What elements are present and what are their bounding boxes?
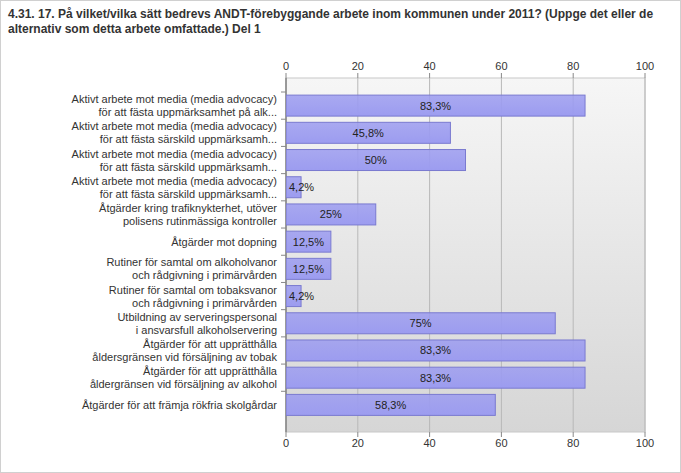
frame [1,1,681,473]
data-label: 12,5% [293,236,324,248]
category-tick [281,282,286,283]
category-label: Aktivt arbete mot media (media advocacy)… [72,148,277,173]
category-label-line: för att fästa särskild uppmärksamh... [100,188,277,200]
bars [286,95,585,415]
category-label: Rutiner för samtal om alkoholvanoroch rå… [106,256,277,281]
category-tick [281,336,286,337]
tick-label: 40 [423,437,435,449]
category-label-line: Utbildning av serveringspersonal [117,311,277,323]
tick-label: 0 [283,437,289,449]
tick-label: 20 [352,437,364,449]
category-label: Aktivt arbete mot media (media advocacy)… [72,93,277,118]
bar [286,150,466,171]
category-tick [281,255,286,256]
tick-label: 100 [636,437,654,449]
category-label-line: Aktivt arbete mot media (media advocacy) [72,175,277,187]
category-label: Åtgärder för att upprätthållaåldergränse… [90,365,278,390]
category-label-line: Åtgärder mot dopning [171,236,277,248]
category-label-line: för att fästa särskild uppmärksamh... [100,161,277,173]
category-label-line: polisens rutinmässiga kontroller [123,215,277,227]
category-label: Åtgärder för att upprätthållaåldersgräns… [92,338,278,363]
category-label-line: i ansvarsfull alkoholservering [136,324,277,336]
bar [286,394,495,415]
data-label: 83,3% [420,372,451,384]
data-label: 83,3% [420,100,451,112]
category-label-line: åldersgränsen vid försäljning av tobak [92,351,277,363]
tick-label: 20 [352,60,364,72]
grid-line [645,78,646,432]
plot-area [286,78,645,432]
category-label: Aktivt arbete mot media (media advocacy)… [72,175,277,200]
category-label: Utbildning av serveringspersonali ansvar… [117,311,277,336]
category-label-line: Rutiner för samtal om alkoholvanor [106,256,277,268]
category-tick [281,119,286,120]
category-label: Åtgärder för att främja rökfria skolgård… [82,399,277,411]
category-label: Åtgärder kring trafiknykterhet, utöverpo… [99,202,277,227]
tick-label: 40 [423,60,435,72]
category-label-line: Åtgärder kring trafiknykterhet, utöver [99,202,277,214]
category-tick [281,309,286,310]
tick-label: 60 [495,437,507,449]
category-tick [281,92,286,93]
tick-mark [501,73,502,78]
category-label-line: Åtgärder för att främja rökfria skolgård… [82,399,277,411]
tick-mark [357,73,358,78]
tick-mark [573,73,574,78]
tick-label: 80 [567,437,579,449]
title-line: 4.31. 17. På vilket/vilka sätt bedrevs A… [8,7,653,21]
tick-mark [645,73,646,78]
category-tick [281,200,286,201]
data-label: 75% [410,317,432,329]
data-label: 4,2% [289,181,314,193]
bar [286,231,331,252]
tick-label: 100 [636,60,654,72]
data-label: 4,2% [289,290,314,302]
data-label: 25% [320,208,342,220]
category-tick [281,228,286,229]
category-label: Rutiner för samtal om tobaksvanoroch råd… [109,284,277,309]
chart: 4.31. 17. På vilket/vilka sätt bedrevs A… [0,0,681,473]
bar [286,258,331,279]
tick-mark [429,73,430,78]
bar [286,340,585,361]
bar [286,204,376,225]
category-label-line: Rutiner för samtal om tobaksvanor [109,284,277,296]
category-label-line: för att fästa uppmärksamhet på alk... [98,106,277,118]
category-label-line: åldergränsen vid försäljning av alkohol [90,378,277,390]
category-label-line: och rådgivning i primärvården [132,297,277,309]
category-tick [281,173,286,174]
bar [286,122,450,143]
category-label-line: Aktivt arbete mot media (media advocacy) [72,120,277,132]
data-label: 50% [365,154,387,166]
category-label-line: Åtgärder för att upprätthålla [143,338,278,350]
bar [286,313,555,334]
category-label-line: Aktivt arbete mot media (media advocacy) [72,93,277,105]
category-label-line: Aktivt arbete mot media (media advocacy) [72,148,277,160]
category-tick [281,146,286,147]
data-label: 45,8% [353,127,384,139]
category-label-line: Åtgärder för att upprätthålla [143,365,278,377]
category-label: Aktivt arbete mot media (media advocacy)… [72,120,277,145]
data-label: 58,3% [375,399,406,411]
category-label-line: och rådgivning i primärvården [132,269,277,281]
title-line: alternativ som detta arbete omfattade.) … [8,22,261,36]
tick-label: 0 [283,60,289,72]
title: 4.31. 17. På vilket/vilka sätt bedrevs A… [8,7,653,36]
tick-mark [286,73,287,78]
bar [286,367,585,388]
data-label: 83,3% [420,344,451,356]
category-label-line: för att fästa särskild uppmärksamh... [100,133,277,145]
category-tick [281,364,286,365]
tick-label: 80 [567,60,579,72]
data-label: 12,5% [293,263,324,275]
category-tick [281,391,286,392]
category-label: Åtgärder mot dopning [171,236,277,248]
tick-label: 60 [495,60,507,72]
bar [286,95,585,116]
